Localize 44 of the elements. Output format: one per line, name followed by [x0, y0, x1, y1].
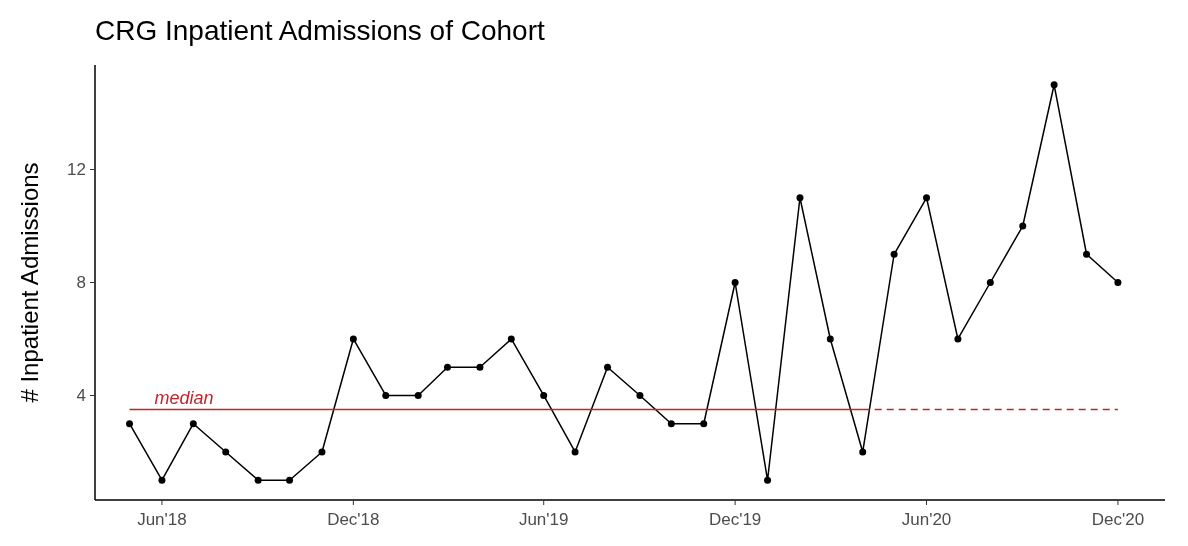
y-axis-title: # Inpatient Admissions [16, 162, 43, 403]
x-tick-label: Jun'19 [518, 510, 569, 529]
point [796, 194, 804, 202]
point [1114, 279, 1122, 286]
point [318, 448, 326, 456]
point [636, 391, 644, 399]
point [571, 448, 579, 456]
point [382, 391, 390, 399]
point [189, 420, 197, 428]
point [667, 420, 675, 428]
point [286, 476, 294, 484]
point [222, 448, 230, 456]
point [954, 335, 962, 343]
point [859, 448, 867, 456]
point [414, 391, 422, 399]
x-tick-label: Dec'18 [327, 510, 380, 529]
point [254, 476, 262, 484]
point [126, 420, 134, 428]
y-tick-label: 12 [67, 160, 86, 180]
y-tick-label: 4 [76, 386, 86, 406]
point [540, 391, 548, 399]
point [443, 363, 451, 371]
point [1083, 250, 1091, 258]
series-label: median [154, 387, 214, 408]
point [826, 335, 834, 343]
point [890, 250, 898, 258]
y-tick-label: 8 [76, 273, 86, 293]
chart-title: CRG Inpatient Admissions of Cohort [95, 15, 545, 46]
point [476, 363, 484, 371]
point [1019, 222, 1027, 230]
x-tick-label: Jun'18 [137, 510, 187, 529]
point [986, 279, 994, 286]
point [507, 335, 515, 343]
point [1050, 81, 1058, 89]
point [604, 363, 612, 371]
x-tick-label: Dec'19 [708, 510, 762, 529]
point [731, 279, 739, 286]
point [158, 476, 166, 484]
point [923, 194, 931, 202]
point [700, 420, 708, 428]
x-tick-label: Dec'20 [1091, 510, 1145, 529]
point [349, 335, 357, 343]
point [764, 476, 772, 484]
x-tick-label: Jun'20 [901, 510, 952, 529]
